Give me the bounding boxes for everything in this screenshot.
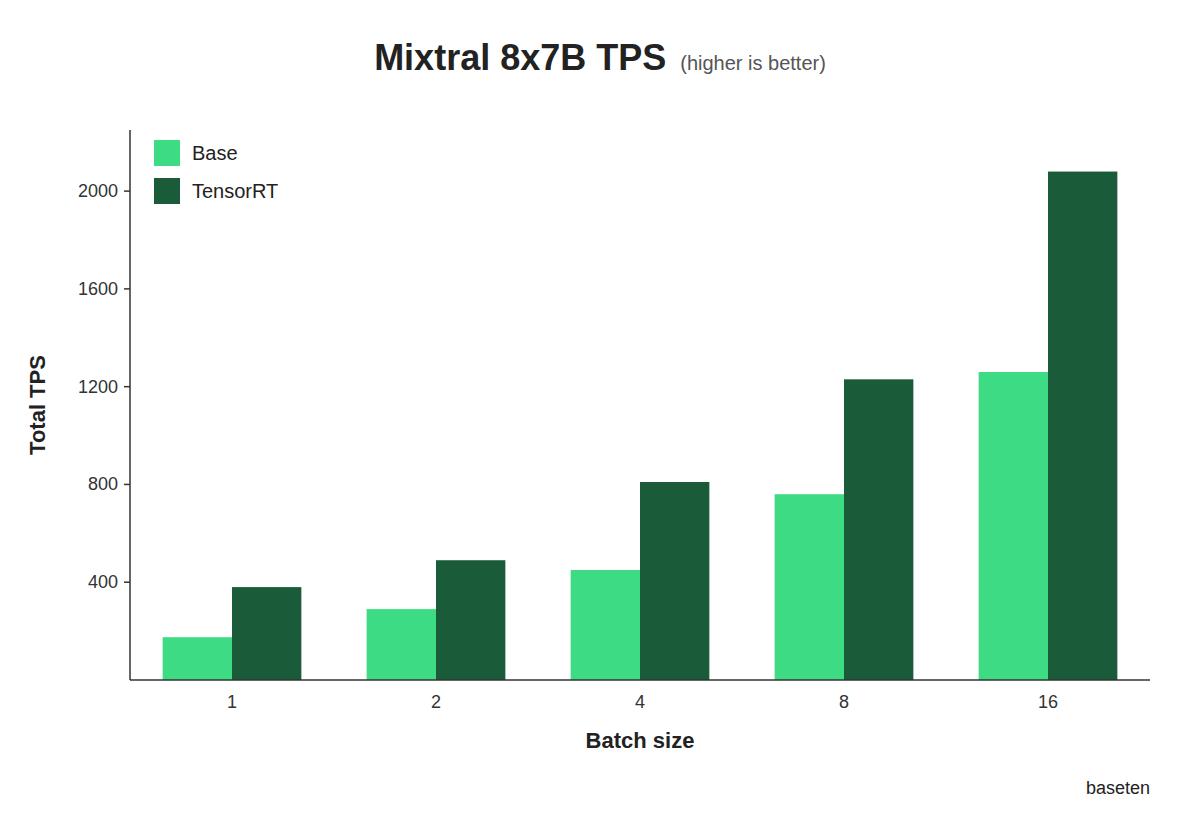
y-tick <box>124 484 130 486</box>
legend: Base TensorRT <box>154 140 278 204</box>
y-axis-label: Total TPS <box>25 355 50 455</box>
y-tick-label: 400 <box>88 572 118 592</box>
x-tick-label: 16 <box>1038 692 1058 712</box>
y-tick-label: 2000 <box>78 181 118 201</box>
bar <box>775 494 844 680</box>
bar <box>640 482 709 680</box>
bar <box>571 570 640 680</box>
bar <box>163 637 232 680</box>
bar <box>436 560 505 680</box>
bar <box>979 372 1048 680</box>
y-tick-label: 800 <box>88 474 118 494</box>
legend-swatch <box>154 178 180 204</box>
bar <box>232 587 301 680</box>
y-tick-label: 1200 <box>78 377 118 397</box>
legend-swatch <box>154 140 180 166</box>
bar <box>1048 172 1117 680</box>
legend-label: Base <box>192 142 238 164</box>
y-tick <box>124 288 130 290</box>
x-tick-label: 1 <box>227 692 237 712</box>
annotation: baseten <box>1086 778 1150 798</box>
y-tick <box>124 190 130 192</box>
y-tick <box>124 581 130 583</box>
title-group: Mixtral 8x7B TPS (higher is better) <box>374 37 826 78</box>
chart-svg: Mixtral 8x7B TPS (higher is better) 400 800… <box>0 0 1200 816</box>
bar <box>844 379 913 680</box>
bar <box>367 609 436 680</box>
x-tick-label: 4 <box>635 692 645 712</box>
x-tick-label: 8 <box>839 692 849 712</box>
y-axis-line <box>129 130 131 680</box>
subtitle: (higher is better) <box>680 52 826 74</box>
legend-label: TensorRT <box>192 180 278 202</box>
chart-container: Mixtral 8x7B TPS (higher is better) 400 800… <box>0 0 1200 816</box>
x-axis-line <box>130 679 1150 681</box>
x-axis-label: Batch size <box>586 728 695 753</box>
y-tick <box>124 386 130 388</box>
y-tick-label: 1600 <box>78 279 118 299</box>
x-tick-label: 2 <box>431 692 441 712</box>
bars <box>163 172 1118 680</box>
title: Mixtral 8x7B TPS <box>374 37 666 78</box>
